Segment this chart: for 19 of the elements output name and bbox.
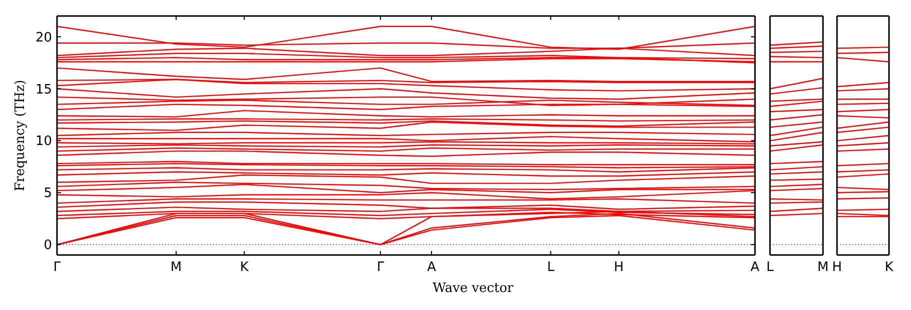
x-tick-label: H — [614, 260, 624, 275]
x-tick-label: K — [884, 260, 894, 275]
x-tick-label: L — [766, 260, 774, 275]
x-tick-label: L — [547, 260, 556, 275]
y-tick-label: 5 — [44, 186, 52, 202]
y-tick-label: 15 — [35, 82, 52, 98]
y-tick-label: 0 — [44, 238, 52, 254]
y-axis-title: Frequency (THz) — [13, 80, 28, 192]
x-tick-label: H — [832, 260, 842, 275]
x-tick-label: A — [427, 260, 436, 275]
y-tick-label: 20 — [35, 30, 52, 46]
x-tick-label: Γ — [53, 260, 62, 275]
x-tick-label: M — [170, 260, 182, 275]
x-tick-label: A — [750, 260, 760, 275]
x-tick-label: K — [240, 260, 250, 275]
x-tick-label: Γ — [376, 260, 385, 275]
y-tick-label: 10 — [35, 134, 52, 150]
x-axis-title: Wave vector — [432, 281, 514, 296]
x-tick-label: M — [817, 260, 829, 275]
